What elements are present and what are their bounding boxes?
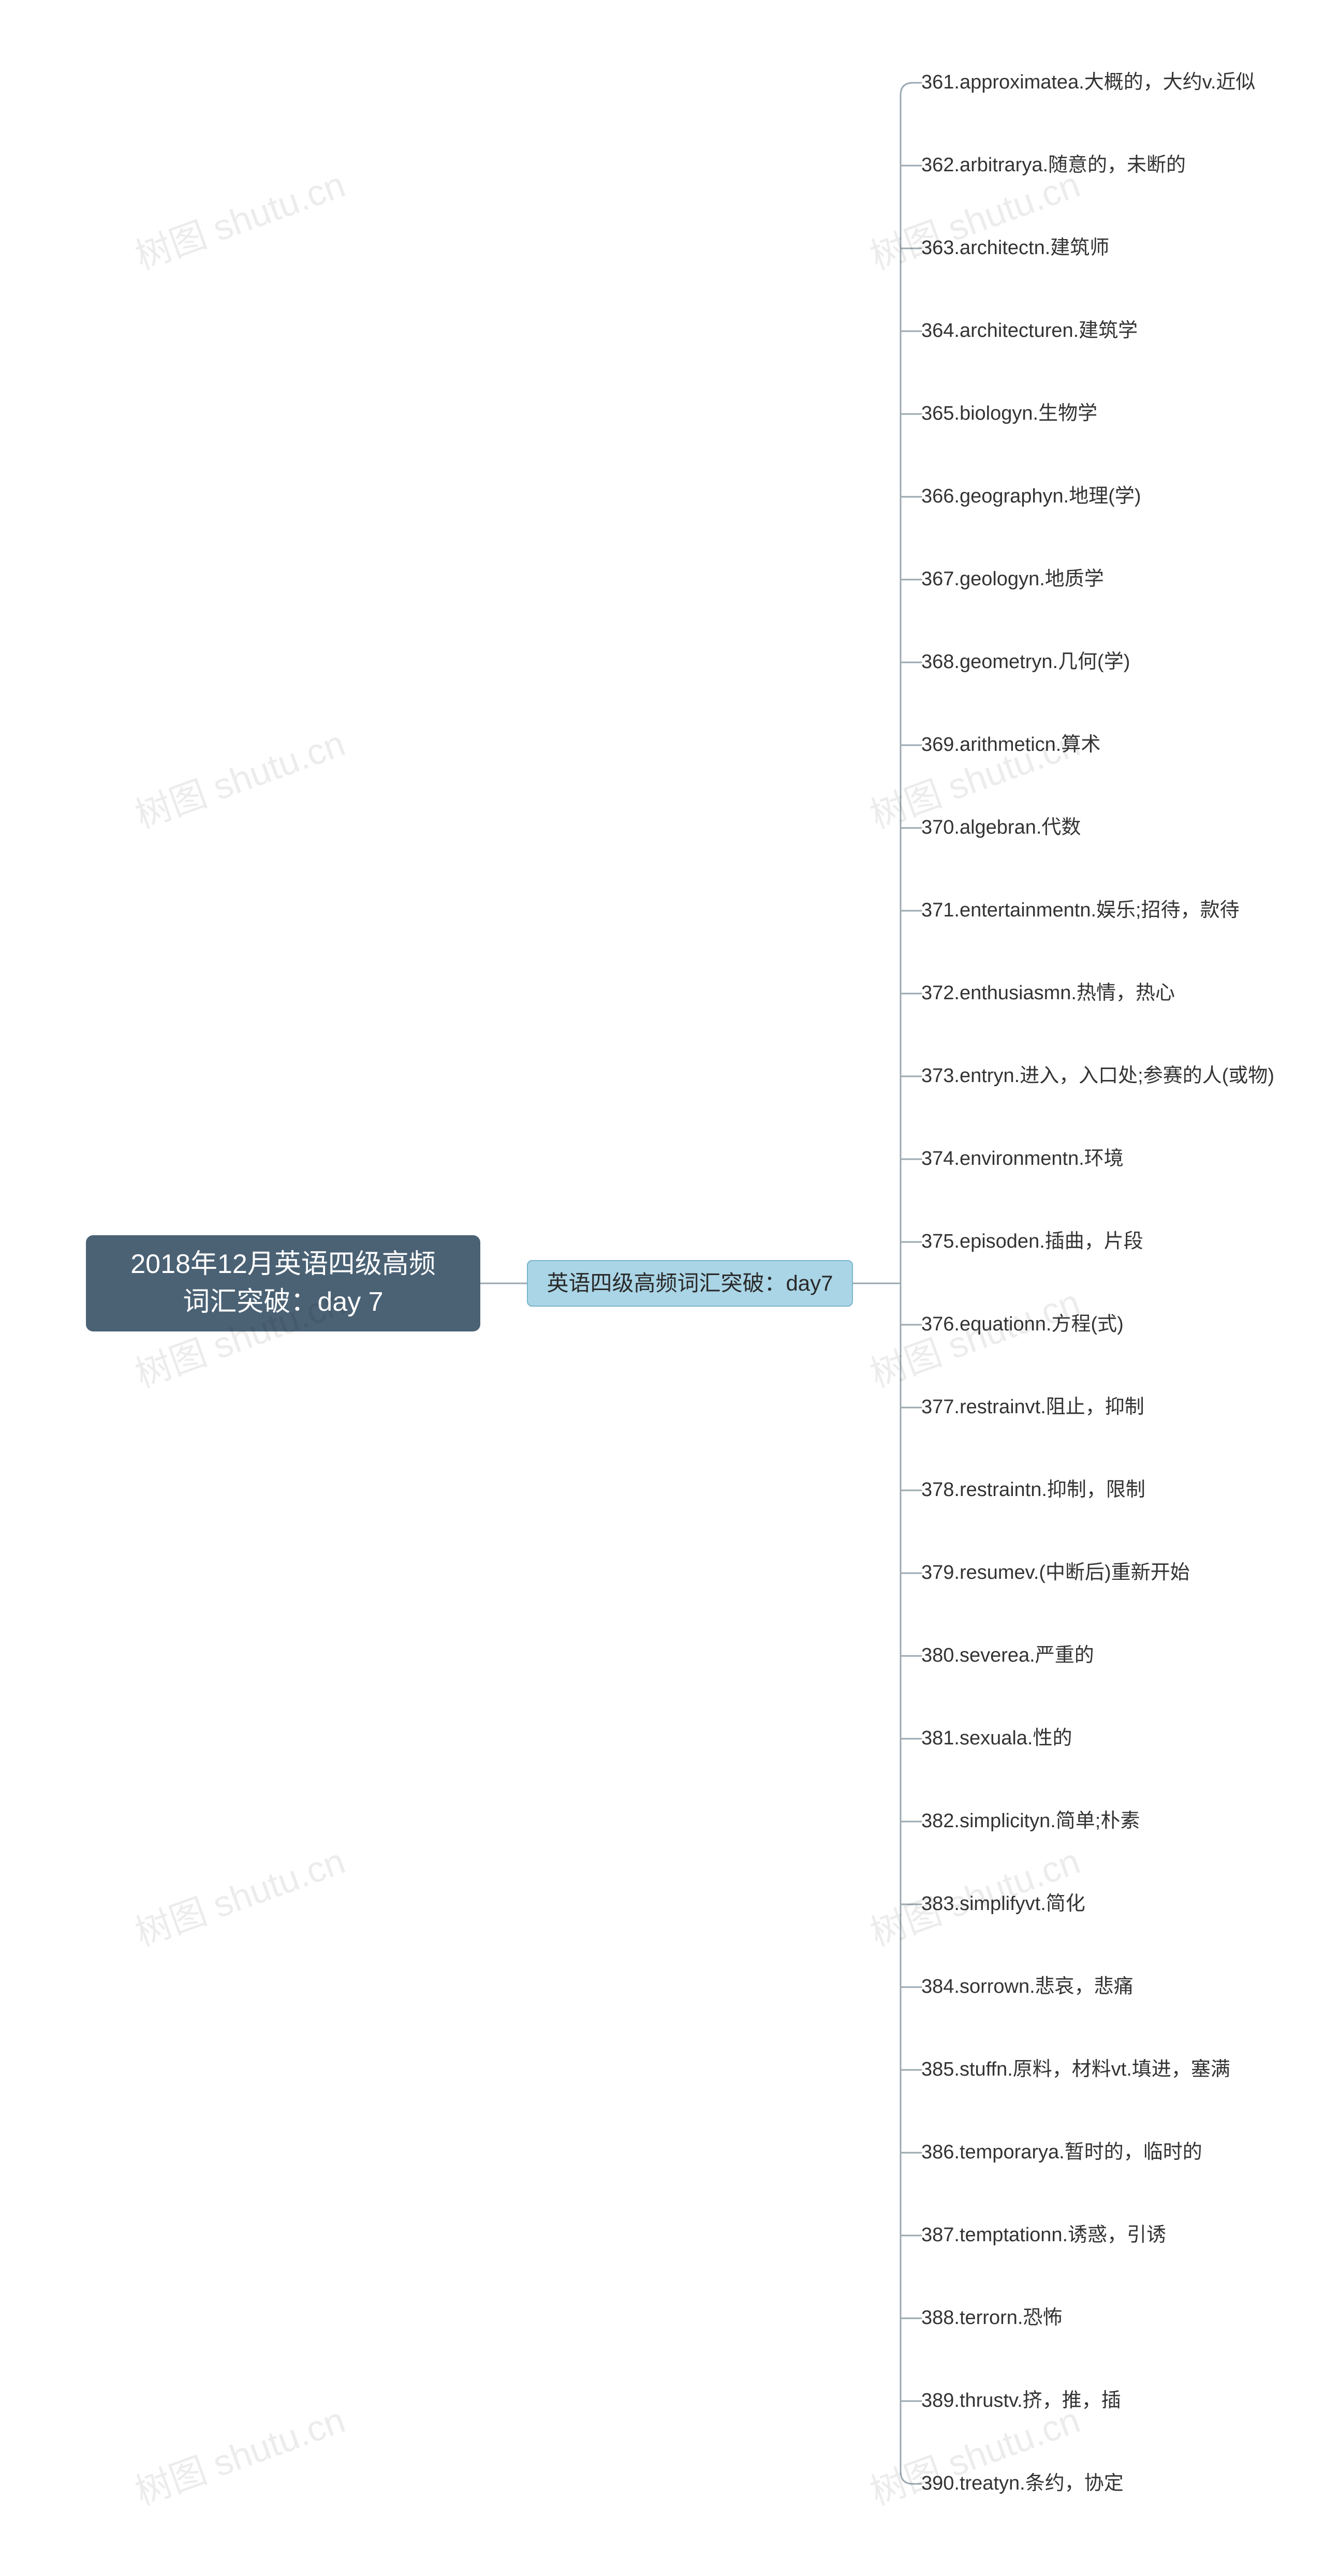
leaf-node[interactable]: 385.stuffn.原料，材料vt.填进，塞满 bbox=[921, 2054, 1230, 2085]
leaf-node[interactable]: 372.enthusiasmn.热情，热心 bbox=[921, 978, 1175, 1009]
leaf-label: 373.entryn.进入，入口处;参赛的人(或物) bbox=[921, 1062, 1274, 1090]
leaf-node[interactable]: 375.episoden.插曲，片段 bbox=[921, 1226, 1143, 1257]
leaf-label: 361.approximatea.大概的，大约v.近似 bbox=[921, 69, 1256, 96]
leaf-label: 374.environmentn.环境 bbox=[921, 1145, 1124, 1173]
watermark: 树图 shutu.cn bbox=[127, 156, 351, 280]
leaf-label: 370.algebran.代数 bbox=[921, 814, 1081, 841]
leaf-node[interactable]: 362.arbitrarya.随意的，未断的 bbox=[921, 150, 1186, 181]
leaf-node[interactable]: 371.entertainmentn.娱乐;招待，款待 bbox=[921, 895, 1240, 926]
root-label: 2018年12月英语四级高频词汇突破：day 7 bbox=[130, 1246, 436, 1321]
leaf-node[interactable]: 369.arithmeticn.算术 bbox=[921, 730, 1100, 761]
watermark: 树图 shutu.cn bbox=[127, 2391, 351, 2515]
leaf-label: 388.terrorn.恐怖 bbox=[921, 2304, 1062, 2332]
leaf-node[interactable]: 363.architectn.建筑师 bbox=[921, 233, 1109, 264]
leaf-label: 366.geographyn.地理(学) bbox=[921, 483, 1141, 510]
leaf-node[interactable]: 380.severea.严重的 bbox=[921, 1640, 1094, 1671]
watermark: 树图 shutu.cn bbox=[127, 715, 351, 839]
leaf-node[interactable]: 365.biologyn.生物学 bbox=[921, 398, 1097, 430]
leaf-node[interactable]: 379.resumev.(中断后)重新开始 bbox=[921, 1558, 1190, 1589]
sub-node[interactable]: 英语四级高频词汇突破：day7 bbox=[527, 1260, 853, 1307]
leaf-label: 386.temporarya.暂时的，临时的 bbox=[921, 2139, 1202, 2166]
sub-label: 英语四级高频词汇突破：day7 bbox=[547, 1268, 833, 1299]
leaf-label: 362.arbitrarya.随意的，未断的 bbox=[921, 152, 1186, 179]
leaf-node[interactable]: 382.simplicityn.简单;朴素 bbox=[921, 1806, 1140, 1837]
leaf-label: 390.treatyn.条约，协定 bbox=[921, 2470, 1124, 2497]
leaf-node[interactable]: 387.temptationn.诱惑，引诱 bbox=[921, 2220, 1166, 2251]
leaf-node[interactable]: 376.equationn.方程(式) bbox=[921, 1309, 1124, 1340]
leaf-label: 381.sexuala.性的 bbox=[921, 1725, 1072, 1752]
leaf-label: 368.geometryn.几何(学) bbox=[921, 648, 1130, 676]
leaf-label: 364.architecturen.建筑学 bbox=[921, 317, 1138, 345]
leaf-node[interactable]: 384.sorrown.悲哀，悲痛 bbox=[921, 1972, 1133, 2003]
leaf-label: 369.arithmeticn.算术 bbox=[921, 731, 1100, 759]
leaf-node[interactable]: 390.treatyn.条约，协定 bbox=[921, 2468, 1124, 2499]
watermark: 树图 shutu.cn bbox=[127, 1832, 351, 1957]
leaf-node[interactable]: 377.restrainvt.阻止，抑制 bbox=[921, 1392, 1144, 1423]
leaf-label: 379.resumev.(中断后)重新开始 bbox=[921, 1559, 1190, 1587]
leaf-node[interactable]: 361.approximatea.大概的，大约v.近似 bbox=[921, 67, 1256, 98]
leaf-label: 375.episoden.插曲，片段 bbox=[921, 1228, 1143, 1255]
leaf-node[interactable]: 383.simplifyvt.简化 bbox=[921, 1889, 1085, 1920]
leaf-label: 384.sorrown.悲哀，悲痛 bbox=[921, 1973, 1133, 2001]
leaf-label: 377.restrainvt.阻止，抑制 bbox=[921, 1394, 1144, 1421]
mindmap-canvas: 2018年12月英语四级高频词汇突破：day 7 英语四级高频词汇突破：day7… bbox=[0, 0, 1325, 2576]
leaf-label: 383.simplifyvt.简化 bbox=[921, 1890, 1085, 1918]
leaf-label: 372.enthusiasmn.热情，热心 bbox=[921, 980, 1175, 1007]
leaf-node[interactable]: 370.algebran.代数 bbox=[921, 812, 1081, 843]
leaf-label: 380.severea.严重的 bbox=[921, 1642, 1094, 1669]
leaf-node[interactable]: 364.architecturen.建筑学 bbox=[921, 316, 1138, 347]
leaf-label: 367.geologyn.地质学 bbox=[921, 566, 1104, 593]
leaf-node[interactable]: 368.geometryn.几何(学) bbox=[921, 647, 1130, 678]
leaf-node[interactable]: 388.terrorn.恐怖 bbox=[921, 2303, 1062, 2334]
root-node[interactable]: 2018年12月英语四级高频词汇突破：day 7 bbox=[86, 1235, 480, 1331]
leaf-label: 363.architectn.建筑师 bbox=[921, 234, 1109, 262]
leaf-label: 371.entertainmentn.娱乐;招待，款待 bbox=[921, 897, 1240, 924]
leaf-label: 365.biologyn.生物学 bbox=[921, 400, 1097, 427]
leaf-node[interactable]: 366.geographyn.地理(学) bbox=[921, 481, 1141, 512]
leaf-node[interactable]: 378.restraintn.抑制，限制 bbox=[921, 1475, 1145, 1506]
leaf-node[interactable]: 389.thrustv.挤，推，插 bbox=[921, 2386, 1121, 2417]
leaf-label: 376.equationn.方程(式) bbox=[921, 1311, 1124, 1338]
leaf-node[interactable]: 373.entryn.进入，入口处;参赛的人(或物) bbox=[921, 1061, 1274, 1092]
leaf-node[interactable]: 367.geologyn.地质学 bbox=[921, 564, 1104, 595]
leaf-label: 387.temptationn.诱惑，引诱 bbox=[921, 2222, 1166, 2249]
leaf-node[interactable]: 386.temporarya.暂时的，临时的 bbox=[921, 2137, 1202, 2168]
leaf-label: 389.thrustv.挤，推，插 bbox=[921, 2387, 1121, 2415]
leaf-label: 382.simplicityn.简单;朴素 bbox=[921, 1808, 1140, 1835]
leaf-node[interactable]: 381.sexuala.性的 bbox=[921, 1723, 1072, 1754]
leaf-node[interactable]: 374.environmentn.环境 bbox=[921, 1144, 1124, 1175]
leaf-label: 385.stuffn.原料，材料vt.填进，塞满 bbox=[921, 2056, 1230, 2083]
leaf-label: 378.restraintn.抑制，限制 bbox=[921, 1476, 1145, 1504]
